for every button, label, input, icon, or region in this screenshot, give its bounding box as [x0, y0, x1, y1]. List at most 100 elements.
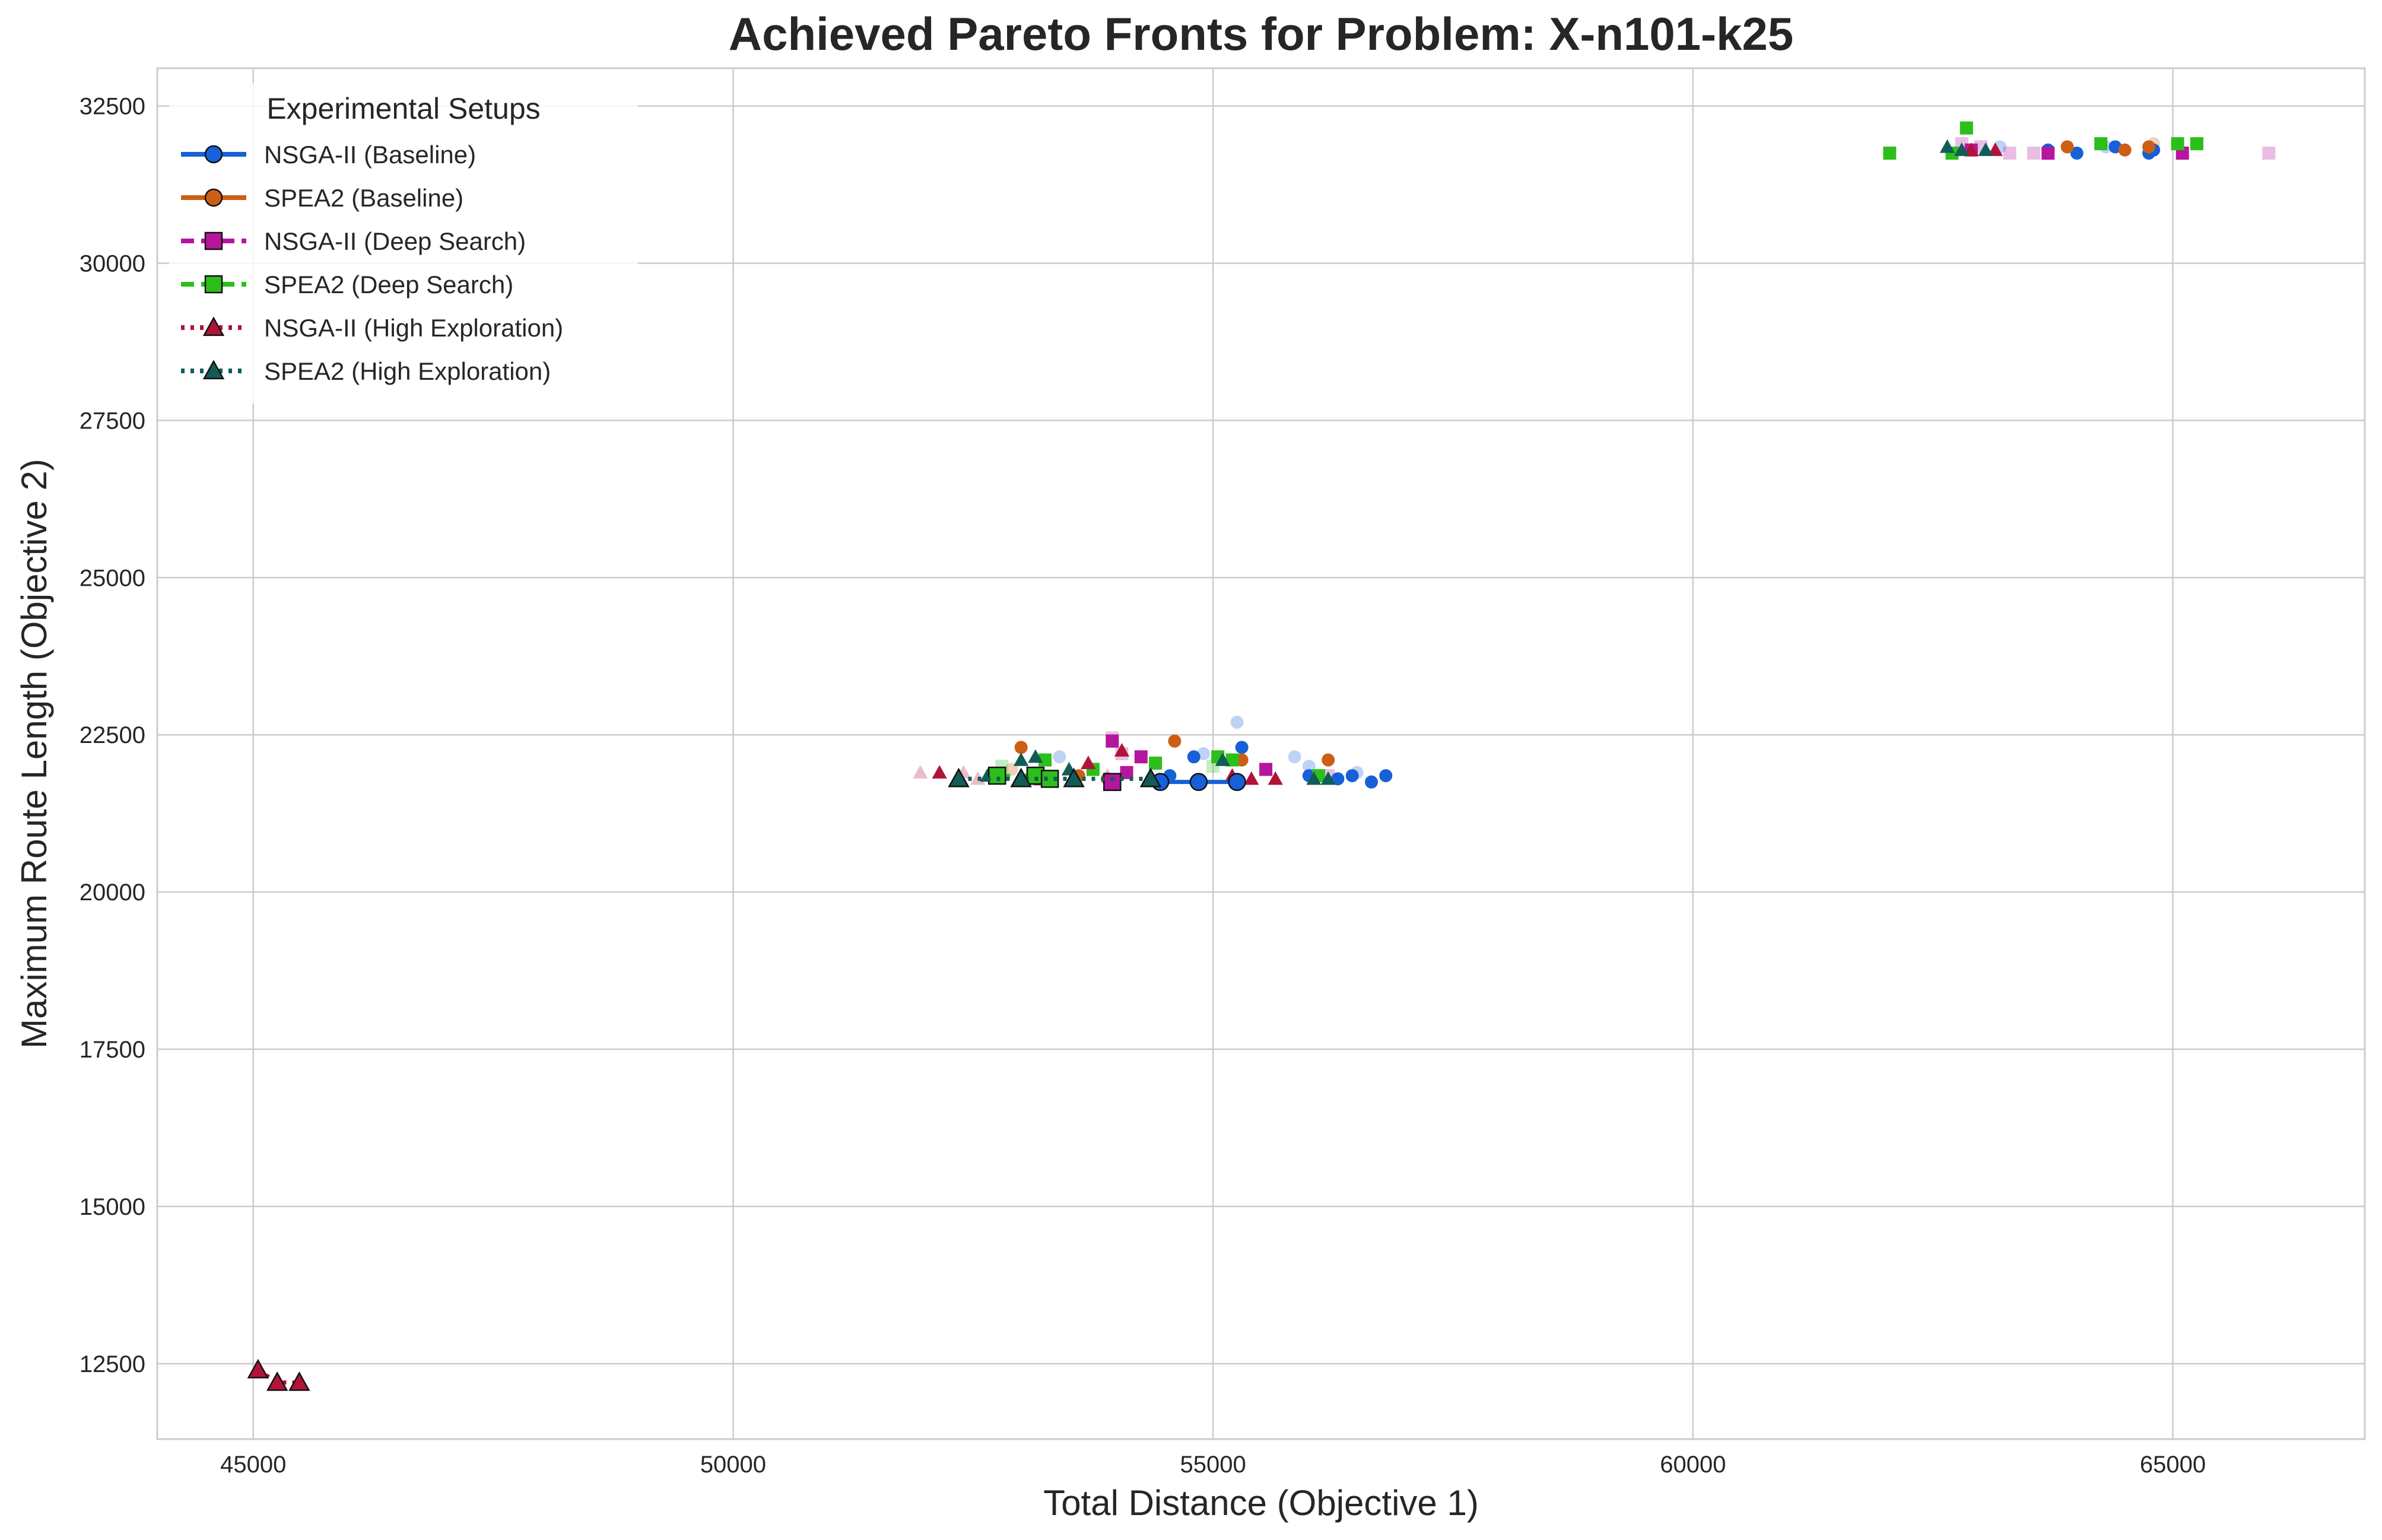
data-point	[1014, 741, 1028, 754]
faint-point	[1288, 750, 1301, 764]
chart-title: Achieved Pareto Fronts for Problem: X-n1…	[729, 8, 1794, 60]
pareto-front-point	[1103, 773, 1122, 791]
y-tick-label: 27500	[80, 408, 145, 434]
x-tick-label: 55000	[1180, 1452, 1246, 1478]
data-point	[1028, 749, 1043, 763]
data-point	[932, 765, 947, 779]
data-point	[1168, 734, 1182, 748]
y-axis-label: Maximum Route Length (Objective 2)	[14, 459, 54, 1049]
legend-marker	[204, 275, 223, 294]
data-point	[2171, 137, 2184, 151]
legend-label: NSGA-II (Baseline)	[264, 141, 476, 169]
data-point	[1954, 142, 1970, 156]
data-point	[2118, 143, 2132, 157]
data-point	[1883, 147, 1897, 160]
data-point	[2060, 140, 2074, 154]
data-point	[2094, 137, 2108, 151]
y-tick-label: 32500	[80, 94, 145, 120]
legend-label: NSGA-II (High Exploration)	[264, 314, 563, 342]
y-tick-label: 30000	[80, 250, 145, 277]
legend-entry: SPEA2 (Deep Search)	[181, 271, 513, 299]
y-tick-label: 15000	[80, 1194, 145, 1220]
data-point	[1320, 771, 1336, 785]
data-point	[1225, 753, 1239, 767]
x-axis-label: Total Distance (Objective 1)	[1043, 1483, 1479, 1523]
legend-label: SPEA2 (High Exploration)	[264, 357, 551, 385]
x-tick-label: 50000	[700, 1452, 766, 1478]
data-marks	[247, 121, 2276, 1391]
legend-marker	[204, 231, 223, 250]
data-point	[1987, 142, 2003, 156]
data-point	[1978, 142, 1993, 156]
x-tick-label: 60000	[1660, 1452, 1726, 1478]
data-point	[1306, 771, 1322, 785]
data-point	[2190, 137, 2203, 151]
pareto-front-point	[948, 767, 970, 788]
data-point	[1149, 756, 1163, 770]
data-point	[1259, 763, 1273, 776]
pareto-front-point	[1189, 773, 1208, 791]
legend-marker	[204, 188, 223, 207]
legend-label: SPEA2 (Baseline)	[264, 184, 463, 212]
axis-ticks: 45000 50000 55000 60000 65000 12500 15000 17500…	[80, 94, 2206, 1478]
legend-marker	[204, 145, 223, 164]
data-point	[1244, 771, 1259, 785]
pareto-front-point	[266, 1371, 288, 1391]
data-point	[1134, 750, 1148, 764]
y-tick-label: 20000	[80, 879, 145, 906]
pareto-front-point	[1228, 773, 1246, 791]
legend-box	[169, 83, 638, 404]
data-point	[1331, 772, 1345, 786]
faint-point	[1230, 716, 1244, 729]
legend-entry: SPEA2 (Baseline)	[181, 184, 463, 212]
pareto-front-point	[1063, 767, 1085, 788]
legend-entries: NSGA-II (Baseline) SPEA2 (Baseline) NSGA-I…	[181, 141, 563, 385]
data-point	[1106, 734, 1119, 748]
data-point	[1268, 771, 1283, 785]
pareto-front-point	[288, 1371, 310, 1391]
faint-point	[913, 765, 928, 779]
data-point	[2142, 140, 2156, 154]
data-point	[1215, 752, 1230, 766]
plot-frame	[156, 67, 2366, 1440]
faint-point	[2027, 147, 2040, 160]
data-point	[1120, 766, 1133, 779]
faint-point	[2262, 147, 2276, 160]
pareto-front-point	[247, 1358, 269, 1379]
data-point	[1014, 752, 1029, 766]
legend-label: NSGA-II (Deep Search)	[264, 227, 526, 255]
data-point	[2070, 147, 2084, 160]
data-point	[1365, 775, 1378, 789]
data-point	[2041, 147, 2055, 160]
data-point	[1964, 142, 1979, 156]
faint-point	[1053, 750, 1066, 764]
data-point	[1187, 750, 1200, 764]
data-point	[1235, 741, 1249, 754]
y-tick-label: 22500	[80, 722, 145, 748]
legend-marker	[202, 360, 225, 380]
data-point	[1939, 139, 1955, 153]
faint-point	[1005, 763, 1018, 776]
data-point	[1345, 769, 1359, 783]
legend-entry: NSGA-II (High Exploration)	[181, 314, 563, 342]
data-point	[1038, 753, 1052, 767]
x-tick-label: 65000	[2140, 1452, 2206, 1478]
x-tick-label: 45000	[220, 1452, 286, 1478]
legend-label: SPEA2 (Deep Search)	[264, 271, 513, 299]
pareto-front-point	[1139, 767, 1162, 788]
y-tick-label: 12500	[80, 1351, 145, 1377]
data-point	[1081, 755, 1096, 770]
y-tick-label: 17500	[80, 1037, 145, 1063]
data-point	[1114, 743, 1130, 757]
y-tick-label: 25000	[80, 565, 145, 591]
legend-entry: SPEA2 (High Exploration)	[181, 357, 551, 385]
faint-point	[2003, 147, 2016, 160]
data-point	[1379, 769, 1393, 783]
data-point	[1959, 121, 1973, 135]
data-point	[1322, 753, 1335, 767]
pareto-front-point	[1010, 767, 1032, 788]
legend-entry: NSGA-II (Deep Search)	[181, 227, 526, 255]
legend-title: Experimental Setups	[266, 92, 540, 125]
pareto-front-point	[987, 766, 1006, 785]
